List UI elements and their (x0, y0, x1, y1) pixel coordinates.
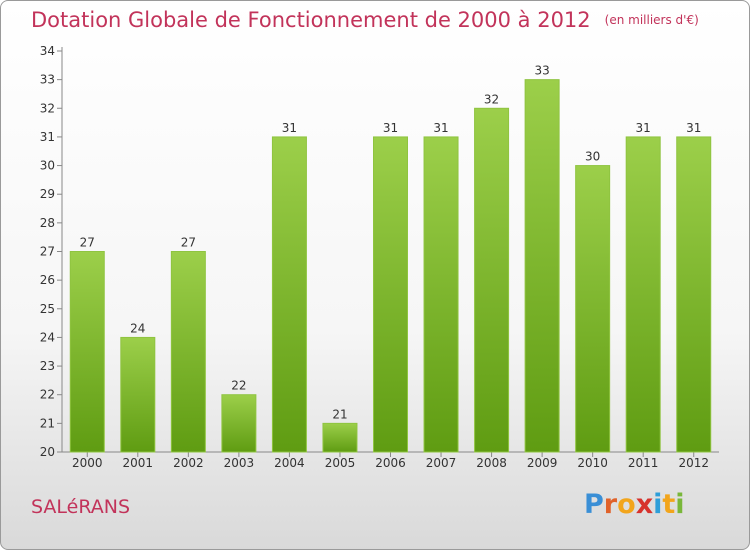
bar (423, 136, 459, 453)
bar-value-label: 32 (484, 92, 499, 106)
logo-letter: t (662, 489, 676, 520)
bar (676, 136, 712, 453)
x-tick-label: 2003 (224, 456, 255, 470)
bar (373, 136, 408, 453)
x-tick-label: 2006 (375, 456, 406, 470)
bar-value-label: 21 (332, 407, 347, 421)
bar-value-label: 22 (231, 379, 246, 393)
x-tick-label: 2007 (426, 456, 457, 470)
x-tick-label: 2012 (678, 456, 709, 470)
y-tick-label: 23 (40, 359, 55, 373)
bar (221, 394, 257, 453)
bar-value-label: 31 (686, 121, 701, 135)
x-tick-label: 2000 (72, 456, 103, 470)
bar-value-label: 31 (433, 121, 448, 135)
bar-value-label: 27 (181, 236, 196, 250)
y-tick-label: 22 (40, 388, 55, 402)
chart-title-text: Dotation Globale de Fonctionnement de 20… (31, 8, 591, 32)
bar-value-label: 30 (585, 150, 600, 164)
logo-letter: o (617, 489, 636, 520)
x-tick-label: 2008 (476, 456, 507, 470)
chart-title: Dotation Globale de Fonctionnement de 20… (31, 8, 699, 32)
bar-value-label: 31 (282, 121, 297, 135)
y-tick-label: 28 (40, 216, 55, 230)
x-tick-label: 2001 (123, 456, 154, 470)
logo-letter: x (635, 489, 654, 520)
bar-value-label: 33 (534, 64, 549, 78)
bar (69, 251, 105, 453)
bar-value-label: 31 (383, 121, 398, 135)
y-tick-label: 33 (40, 73, 55, 87)
y-tick-label: 20 (40, 445, 55, 459)
x-tick-label: 2004 (274, 456, 305, 470)
x-tick-label: 2002 (173, 456, 204, 470)
y-tick-label: 34 (40, 44, 55, 58)
chart-subtitle: (en milliers d'€) (604, 13, 699, 27)
bar (271, 136, 307, 453)
y-tick-label: 21 (40, 416, 55, 430)
y-tick-label: 29 (40, 187, 55, 201)
bar (170, 251, 206, 453)
logo-letter: i (653, 489, 663, 520)
x-tick-label: 2005 (325, 456, 356, 470)
logo-letter: r (603, 489, 618, 520)
logo-letter: i (675, 489, 685, 520)
y-axis: 20 21 22 23 24 25 26 27 28 29 30 31 32 33 34 (40, 44, 63, 459)
x-axis: 2000 2001 2002 2003 2004 2005 2006 2007 2008 2009… (62, 451, 719, 470)
bars (69, 79, 712, 453)
bar-value-label: 27 (80, 236, 95, 250)
y-tick-label: 30 (40, 159, 55, 173)
bar (625, 136, 661, 453)
bar (575, 165, 611, 453)
bar-labels: 27 24 27 22 31 21 31 31 32 33 30 31 31 (80, 64, 702, 422)
y-tick-label: 31 (40, 130, 55, 144)
bar (120, 336, 156, 453)
x-tick-label: 2010 (577, 456, 608, 470)
y-tick-label: 24 (40, 330, 55, 344)
x-tick-label: 2011 (628, 456, 659, 470)
proxiti-logo[interactable]: Proxiti (584, 489, 685, 520)
y-tick-label: 25 (40, 302, 55, 316)
y-tick-label: 27 (40, 245, 55, 259)
bar-value-label: 24 (130, 321, 145, 335)
y-tick-label: 26 (40, 273, 55, 287)
bar-value-label: 31 (636, 121, 651, 135)
bar (474, 107, 510, 453)
bar (322, 422, 358, 453)
x-tick-label: 2009 (527, 456, 558, 470)
logo-letter: P (584, 489, 604, 520)
bar (524, 79, 560, 453)
y-tick-label: 32 (40, 101, 55, 115)
commune-name: SALéRANS (31, 496, 131, 518)
